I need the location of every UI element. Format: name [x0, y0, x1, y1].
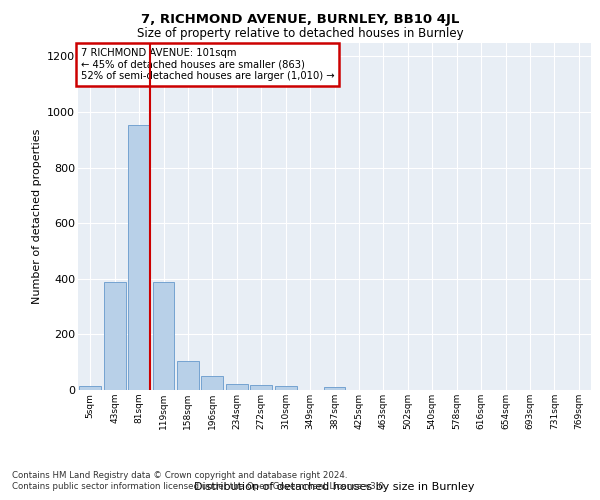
- Bar: [128, 124, 150, 390]
- Bar: [152, 282, 175, 390]
- X-axis label: Distribution of detached houses by size in Burnley: Distribution of detached houses by size …: [194, 482, 475, 492]
- Text: Contains HM Land Registry data © Crown copyright and database right 2024.: Contains HM Land Registry data © Crown c…: [12, 471, 347, 480]
- Bar: [250, 385, 272, 390]
- Bar: [177, 361, 199, 390]
- Text: 7 RICHMOND AVENUE: 101sqm
← 45% of detached houses are smaller (863)
52% of semi: 7 RICHMOND AVENUE: 101sqm ← 45% of detac…: [80, 48, 334, 81]
- Bar: [275, 386, 296, 390]
- Bar: [79, 386, 101, 390]
- Y-axis label: Number of detached properties: Number of detached properties: [32, 128, 41, 304]
- Bar: [104, 282, 125, 390]
- Bar: [323, 386, 346, 390]
- Text: 7, RICHMOND AVENUE, BURNLEY, BB10 4JL: 7, RICHMOND AVENUE, BURNLEY, BB10 4JL: [141, 12, 459, 26]
- Bar: [202, 376, 223, 390]
- Bar: [226, 384, 248, 390]
- Text: Size of property relative to detached houses in Burnley: Size of property relative to detached ho…: [137, 28, 463, 40]
- Text: Contains public sector information licensed under the Open Government Licence v3: Contains public sector information licen…: [12, 482, 386, 491]
